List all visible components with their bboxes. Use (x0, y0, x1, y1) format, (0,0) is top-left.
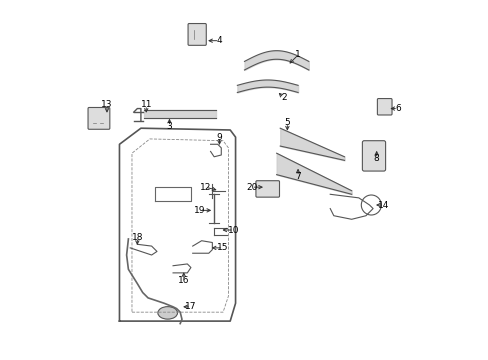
FancyBboxPatch shape (88, 108, 110, 129)
Text: 20: 20 (245, 183, 257, 192)
Text: 13: 13 (101, 100, 113, 109)
Text: 9: 9 (216, 132, 222, 141)
FancyBboxPatch shape (255, 181, 279, 197)
Text: 11: 11 (140, 100, 152, 109)
Text: 18: 18 (131, 233, 143, 242)
Text: 3: 3 (166, 122, 172, 131)
Text: 14: 14 (377, 201, 389, 210)
Text: 5: 5 (284, 118, 290, 127)
Text: 8: 8 (373, 154, 379, 163)
Text: 19: 19 (194, 206, 205, 215)
Text: 1: 1 (295, 50, 300, 59)
Text: 12: 12 (199, 183, 210, 192)
Ellipse shape (158, 307, 177, 319)
FancyBboxPatch shape (377, 99, 391, 115)
Text: 2: 2 (281, 93, 286, 102)
Text: 16: 16 (178, 275, 189, 284)
Text: 6: 6 (394, 104, 400, 113)
Text: 4: 4 (216, 36, 222, 45)
Text: 7: 7 (295, 172, 300, 181)
Text: 15: 15 (217, 243, 228, 252)
Text: 17: 17 (185, 302, 196, 311)
FancyBboxPatch shape (362, 141, 385, 171)
Text: 10: 10 (227, 225, 239, 234)
FancyBboxPatch shape (188, 23, 206, 45)
